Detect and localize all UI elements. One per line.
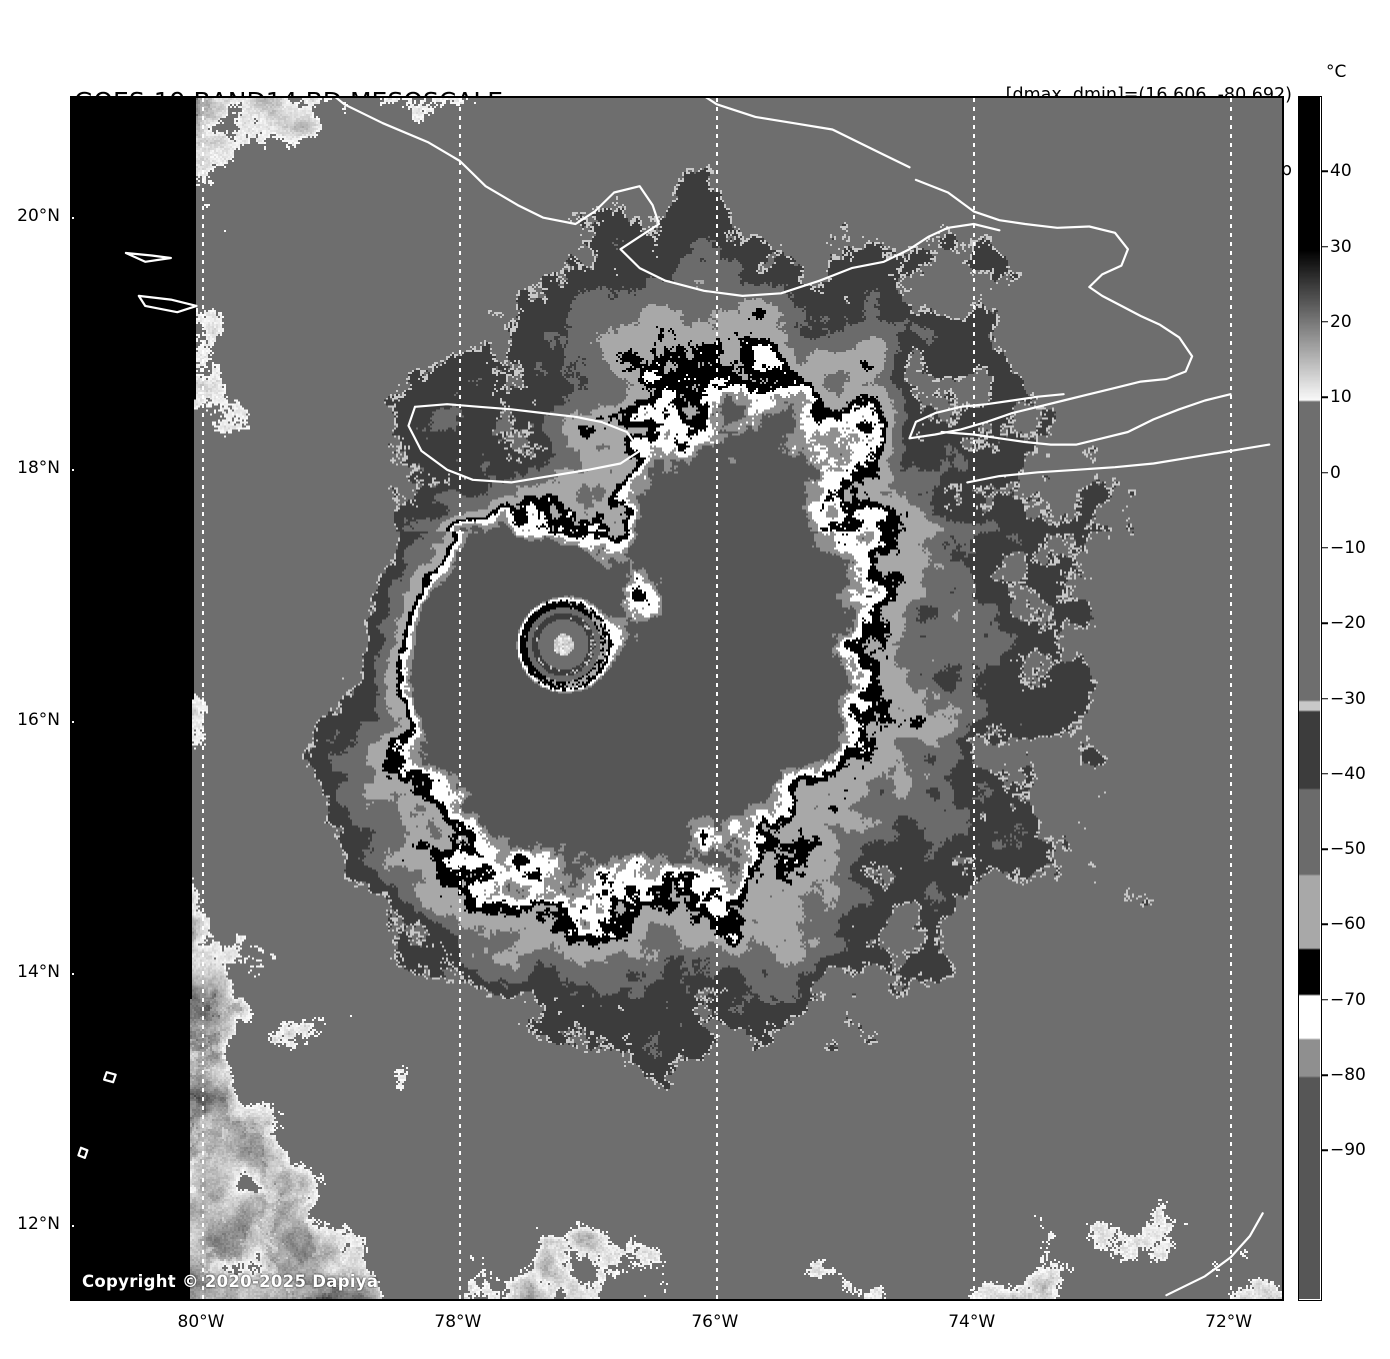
colorbar-tick-mark	[1322, 697, 1328, 700]
colorbar-tick-mark	[1322, 622, 1328, 624]
lat-tick-label: 20°N	[17, 205, 60, 226]
colorbar-tick-label: −90	[1330, 1140, 1366, 1161]
colorbar-tick-mark	[1322, 848, 1328, 850]
colorbar-tick-label: −70	[1330, 989, 1366, 1010]
colorbar-tick-label: 40	[1330, 161, 1352, 182]
satellite-imagery-raster	[72, 98, 1282, 1299]
lon-tick-label: 78°W	[434, 1312, 482, 1332]
colorbar-tick-mark	[1322, 245, 1328, 248]
colorbar-tick-mark	[1322, 1074, 1328, 1076]
colorbar-tick-mark	[1322, 170, 1328, 173]
coastline-hispaniola-s	[940, 393, 1232, 446]
lon-tick-label: 76°W	[691, 1312, 739, 1332]
coastline-hispaniola-far-s	[966, 443, 1271, 484]
lon-tick-label: 72°W	[1205, 1312, 1253, 1332]
coastline-jamaica	[407, 403, 641, 484]
coastline-overlay	[77, 98, 1271, 1297]
coastline-sw-caribbean	[1165, 1212, 1264, 1297]
colorbar-tick-mark	[1322, 1149, 1328, 1152]
colorbar-tick-label: 0	[1330, 462, 1341, 483]
colorbar-unit-label: °C	[1326, 62, 1347, 82]
colorbar-tick-label: 30	[1330, 236, 1352, 257]
lat-tick-label: 18°N	[17, 457, 60, 478]
coastline-nav-small-b	[77, 1146, 89, 1160]
colorbar-tick-mark	[1322, 471, 1328, 474]
colorbar-tick-label: 20	[1330, 311, 1352, 332]
colorbar-tick-label: −30	[1330, 688, 1366, 709]
satellite-image-plot: Copyright © 2020-2025 Dapiya	[70, 96, 1284, 1301]
colorbar-tick-label: −80	[1330, 1065, 1366, 1086]
colorbar-tick-label: −50	[1330, 839, 1366, 860]
lat-tick-label: 14°N	[17, 961, 60, 982]
coastline-nav-small-a	[102, 1071, 117, 1084]
colorbar-tick-mark	[1322, 923, 1328, 926]
colorbar-tick-mark	[1322, 321, 1328, 323]
colorbar-tick-label: −40	[1330, 763, 1366, 784]
colorbar-tick-mark	[1322, 547, 1328, 549]
colorbar-tick-mark	[1322, 396, 1328, 398]
colorbar-tick-mark	[1322, 999, 1328, 1001]
copyright-notice: Copyright © 2020-2025 Dapiya	[82, 1272, 379, 1291]
colorbar-tick-mark	[1322, 773, 1328, 775]
coastline-cuba-south	[334, 98, 1001, 297]
lat-tick-label: 16°N	[17, 709, 60, 730]
colorbar-gradient	[1299, 97, 1320, 1299]
coastline-cayman-brac	[124, 251, 173, 263]
colorbar-tick-label: −60	[1330, 914, 1366, 935]
coastline-cayman-grand	[137, 294, 198, 314]
lon-tick-label: 74°W	[948, 1312, 996, 1332]
temperature-colorbar	[1298, 96, 1322, 1301]
colorbar-tick-label: −20	[1330, 613, 1366, 634]
lon-tick-label: 80°W	[177, 1312, 225, 1332]
colorbar-tick-label: −10	[1330, 537, 1366, 558]
lat-tick-label: 12°N	[17, 1213, 60, 1234]
coastline-hispaniola-n	[908, 178, 1194, 440]
coastline-cuba-north	[705, 98, 911, 169]
colorbar-tick-label: 10	[1330, 387, 1352, 408]
